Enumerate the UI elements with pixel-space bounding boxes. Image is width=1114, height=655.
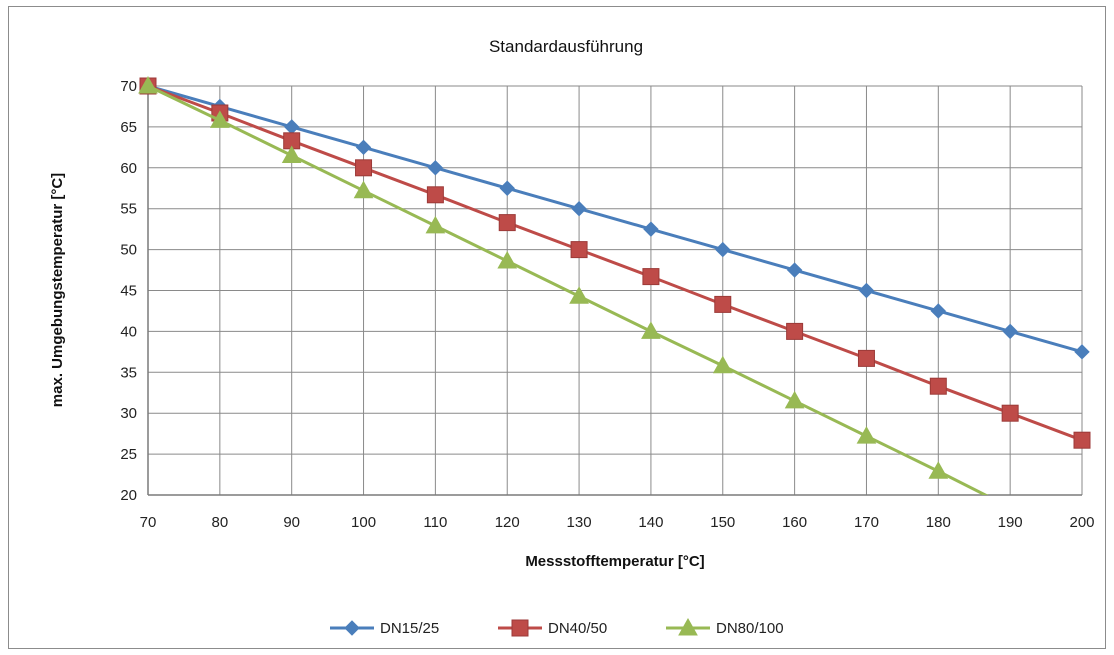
x-tick-label: 120 bbox=[495, 514, 520, 531]
data-point bbox=[426, 186, 444, 204]
y-tick-label: 40 bbox=[120, 323, 137, 340]
chart-title: Standardausführung bbox=[489, 37, 643, 56]
y-tick-label: 45 bbox=[120, 283, 137, 300]
x-tick-label: 160 bbox=[782, 514, 807, 531]
data-point bbox=[641, 321, 661, 339]
plot-area: 20 25 30 35 40 45 50 55 60 65 70 70 80 90 100 110 120 130… bbox=[120, 75, 1095, 531]
data-point bbox=[425, 215, 446, 234]
y-tick-label: 25 bbox=[120, 446, 137, 463]
series-line bbox=[147, 84, 1083, 354]
legend-label: DN15/25 bbox=[380, 620, 439, 637]
y-tick-label: 55 bbox=[120, 201, 137, 218]
x-tick-label: 140 bbox=[638, 514, 663, 531]
x-tick-label: 100 bbox=[351, 514, 376, 531]
data-point bbox=[786, 262, 803, 278]
data-point bbox=[355, 159, 373, 177]
series-DN15/25 bbox=[140, 78, 1090, 360]
data-point bbox=[858, 282, 875, 299]
data-point bbox=[715, 241, 731, 258]
series-line bbox=[147, 84, 1083, 442]
y-tick-label: 65 bbox=[120, 119, 137, 136]
x-tick-label: 150 bbox=[710, 514, 735, 531]
x-tick-label: 110 bbox=[423, 514, 447, 531]
legend-label: DN80/100 bbox=[716, 620, 784, 637]
data-point bbox=[498, 214, 516, 232]
legend-marker bbox=[344, 620, 360, 636]
x-tick-label: 200 bbox=[1069, 514, 1094, 531]
x-axis-title: Messstofftemperatur [°C] bbox=[525, 553, 704, 570]
data-point bbox=[571, 200, 587, 217]
data-point bbox=[930, 303, 947, 319]
y-tick-label: 70 bbox=[120, 78, 137, 95]
y-tick-label: 20 bbox=[120, 487, 137, 504]
legend-marker bbox=[678, 617, 698, 636]
data-point bbox=[283, 119, 300, 135]
x-tick-label: 190 bbox=[998, 514, 1023, 531]
data-point bbox=[1073, 431, 1091, 449]
data-point bbox=[138, 75, 158, 94]
data-point bbox=[281, 145, 302, 164]
x-tick-label: 170 bbox=[854, 514, 879, 531]
x-tick-label: 180 bbox=[926, 514, 951, 531]
legend: DN15/25 DN40/50 DN80/100 bbox=[330, 617, 784, 637]
data-point bbox=[928, 461, 949, 479]
chart-frame bbox=[8, 6, 1106, 649]
y-tick-label: 35 bbox=[120, 364, 137, 381]
data-point bbox=[209, 110, 230, 128]
legend-label: DN40/50 bbox=[548, 620, 607, 637]
data-point bbox=[497, 251, 518, 269]
data-point bbox=[786, 322, 804, 340]
data-point bbox=[570, 241, 588, 259]
data-point bbox=[929, 377, 947, 395]
data-point bbox=[1001, 404, 1019, 422]
data-point bbox=[569, 286, 589, 304]
series-DN80/100 bbox=[138, 75, 989, 495]
data-point bbox=[643, 221, 659, 237]
y-tick-label: 60 bbox=[120, 160, 137, 177]
x-tick-label: 70 bbox=[140, 514, 157, 531]
series-DN40/50 bbox=[139, 77, 1091, 449]
data-point bbox=[856, 426, 877, 444]
data-point bbox=[1002, 323, 1018, 340]
x-tick-label: 90 bbox=[283, 514, 300, 531]
y-tick-label: 50 bbox=[120, 242, 137, 259]
data-point bbox=[712, 355, 733, 374]
data-point bbox=[1074, 344, 1090, 360]
data-point bbox=[784, 390, 805, 409]
y-axis-title: max. Umgebungstemperatur [°C] bbox=[49, 173, 66, 407]
legend-marker bbox=[511, 619, 529, 637]
data-point bbox=[642, 268, 660, 286]
data-point bbox=[857, 349, 875, 367]
x-tick-label: 130 bbox=[567, 514, 592, 531]
data-point bbox=[355, 139, 372, 156]
data-point bbox=[499, 180, 515, 196]
data-point bbox=[427, 160, 444, 176]
y-tick-label: 30 bbox=[120, 405, 137, 422]
data-point bbox=[714, 295, 732, 313]
data-point bbox=[353, 180, 374, 199]
x-tick-label: 80 bbox=[212, 514, 229, 531]
